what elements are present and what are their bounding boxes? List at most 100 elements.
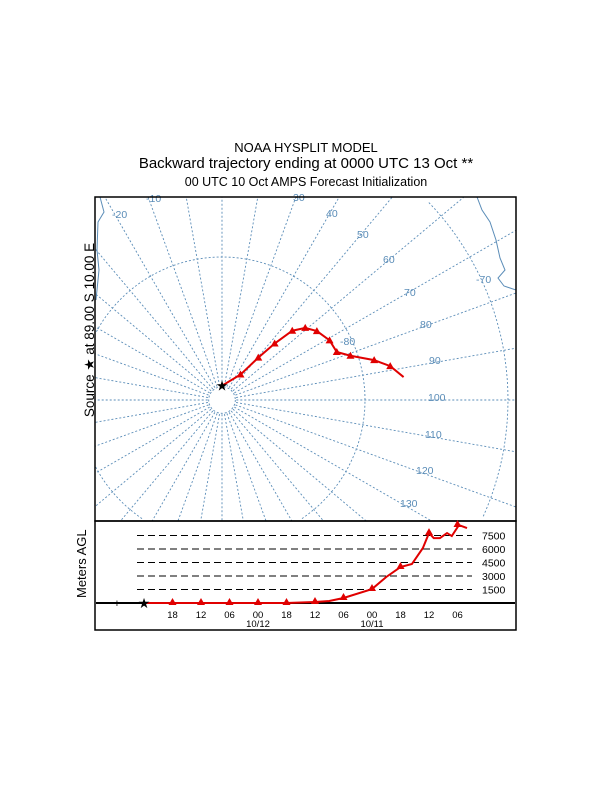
coastline	[95, 197, 105, 301]
trajectory-marker	[254, 353, 263, 361]
height-marker	[168, 598, 177, 605]
trajectory-marker	[236, 370, 245, 378]
parallel-label: -70	[476, 274, 491, 286]
y-tick-label: 6000	[482, 544, 506, 556]
trajectory-marker	[386, 362, 395, 370]
parallel-circle	[208, 386, 236, 414]
source-star-icon: ★	[138, 595, 151, 611]
height-marker	[225, 598, 234, 605]
meridian-line	[120, 410, 214, 521]
height-marker	[311, 597, 319, 605]
height-marker	[339, 593, 348, 601]
parallel-circle	[95, 466, 143, 519]
trajectory-marker	[270, 339, 279, 347]
meridian-label: 60	[383, 254, 395, 266]
trajectory-marker	[332, 347, 341, 355]
meridian-line	[185, 197, 220, 386]
y-tick-label: 1500	[482, 585, 506, 597]
meridian-label: 90	[429, 355, 441, 367]
chart-subtitle-2: 00 UTC 10 Oct AMPS Forecast Initializati…	[184, 175, 428, 189]
meridian-line	[200, 414, 220, 521]
trajectory-marker	[346, 351, 355, 359]
trajectory-marker	[288, 326, 297, 334]
x-tick-label: 18	[167, 610, 178, 621]
meridian-line	[95, 404, 209, 447]
meridian-line	[95, 402, 208, 423]
meridian-line	[235, 404, 516, 508]
height-marker	[396, 562, 405, 569]
meridian-line	[234, 406, 432, 521]
meridian-line	[232, 408, 367, 521]
parallel-circle	[95, 256, 366, 401]
parallel-circle	[427, 200, 509, 401]
meridian-line	[226, 413, 267, 521]
date-label: 10/11	[360, 619, 383, 630]
height-marker	[254, 598, 262, 605]
meridian-line	[236, 402, 516, 453]
height-marker	[425, 528, 433, 536]
parallel-circle	[301, 399, 366, 519]
meridian-line	[234, 229, 516, 394]
x-tick-label: 18	[395, 610, 406, 621]
x-tick-label: 00	[253, 610, 264, 621]
parallel-circle	[482, 399, 509, 517]
meridian-label: 120	[416, 465, 434, 477]
meridian-line	[235, 292, 516, 396]
x-tick-label: 06	[224, 610, 235, 621]
meridian-line	[147, 197, 218, 387]
meridian-label: 70	[404, 287, 416, 299]
meridian-line	[95, 326, 210, 394]
meridian-line	[230, 410, 324, 521]
meridian-line	[177, 413, 218, 521]
date-label: 10/12	[246, 619, 270, 630]
x-tick-label: 18	[281, 610, 292, 621]
map-layer	[95, 197, 516, 521]
x-tick-label: 12	[310, 610, 321, 621]
height-profile-line	[144, 523, 468, 604]
trajectory-marker	[301, 323, 310, 331]
height-marker	[453, 520, 462, 528]
meridian-line	[224, 197, 259, 386]
meridian-label: -20	[112, 209, 127, 221]
meridian-line	[95, 377, 208, 398]
meridian-line	[95, 408, 212, 507]
meridian-line	[228, 197, 340, 388]
x-tick-label: 12	[424, 610, 435, 621]
coastline	[476, 197, 516, 291]
y-tick-label: 3000	[482, 571, 506, 583]
meridian-label: 30	[293, 192, 305, 204]
chart-subtitle: Backward trajectory ending at 0000 UTC 1…	[138, 155, 474, 172]
meridian-line	[95, 293, 212, 392]
source-cross-icon: +	[114, 598, 120, 610]
trajectory-marker	[370, 356, 379, 364]
y-tick-label: 7500	[482, 531, 506, 543]
x-tick-label: 06	[452, 610, 463, 621]
height-marker	[368, 584, 376, 592]
parallel-label: -80	[340, 336, 355, 348]
trajectory-marker	[312, 327, 321, 335]
meridian-label: -10	[146, 193, 161, 205]
meridian-label: 130	[400, 498, 418, 510]
x-tick-label: 00	[367, 610, 378, 621]
meridian-line	[95, 248, 214, 390]
meridian-line	[151, 412, 216, 521]
trajectory-marker	[325, 336, 334, 344]
chart-title: NOAA HYSPLIT MODEL	[234, 140, 378, 155]
meridian-line	[236, 347, 516, 398]
meridian-line	[228, 412, 293, 521]
height-marker	[197, 598, 205, 605]
meridian-label: 100	[428, 392, 446, 404]
meridian-label: 50	[357, 229, 369, 241]
meridian-line	[224, 414, 244, 521]
meridian-line	[104, 197, 216, 388]
meridian-label: 80	[420, 319, 432, 331]
meridian-label: 40	[326, 208, 338, 220]
source-star-icon: ★	[216, 378, 229, 394]
x-tick-label: 12	[196, 610, 207, 621]
y-tick-label: 4500	[482, 558, 506, 570]
meridian-line	[95, 406, 210, 474]
height-marker	[282, 598, 291, 605]
meridian-line	[95, 353, 209, 396]
meridian-line	[226, 197, 297, 387]
